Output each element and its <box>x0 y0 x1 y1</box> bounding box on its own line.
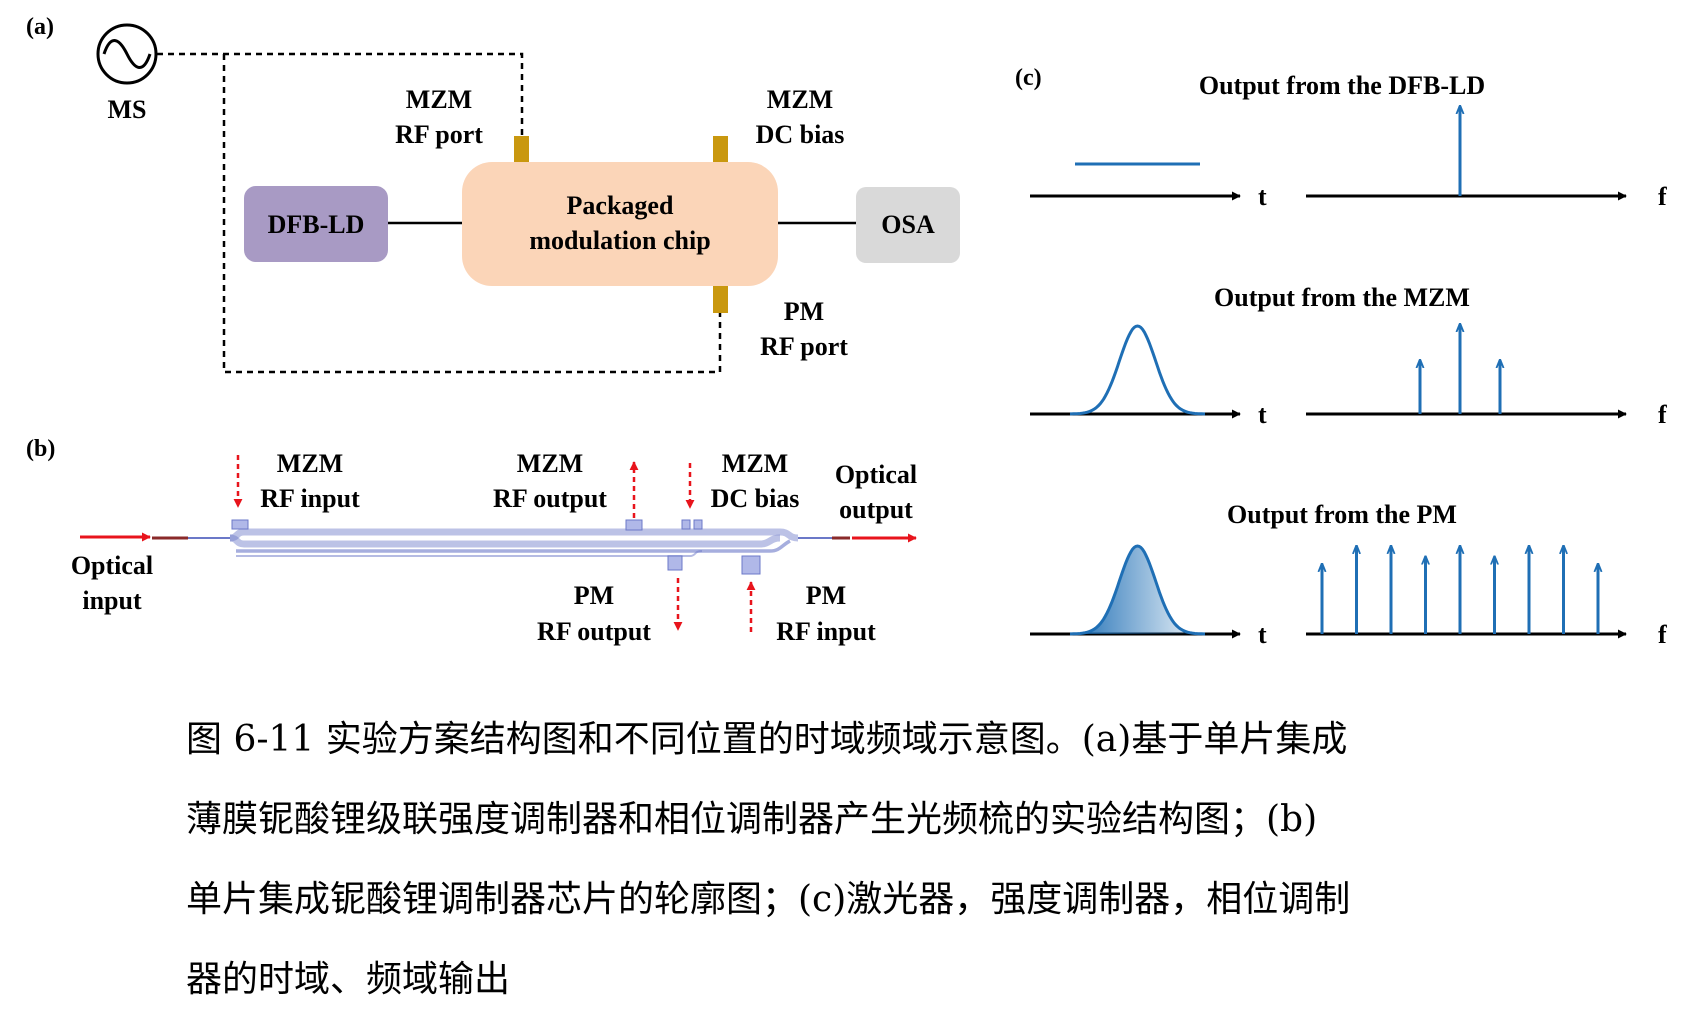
experiment-diagram: (a) MS DFB-LD Packaged modulation chip O… <box>26 14 1667 649</box>
mzm-dc-bias-line2: DC bias <box>756 120 845 149</box>
mzm-rf-input-line2: RF input <box>260 484 360 513</box>
ms-label: MS <box>108 95 147 124</box>
modulation-chip-box <box>462 162 778 286</box>
row-title-1: Output from the DFB-LD <box>1199 71 1485 100</box>
optical-input-line1: Optical <box>71 551 153 580</box>
pm-rf-port-line1: PM <box>784 297 824 326</box>
time-axis-label-3: t <box>1258 620 1267 649</box>
caption-line-1: 图 6-11 实验方案结构图和不同位置的时域频域示意图。(a)基于单片集成 <box>186 719 1348 760</box>
dfb-ld-box <box>244 186 388 262</box>
figure-caption: 图 6-11 实验方案结构图和不同位置的时域频域示意图。(a)基于单片集成 薄膜… <box>186 700 1526 1020</box>
pulse-trace-3 <box>1070 544 1205 636</box>
row-title-2: Output from the MZM <box>1214 283 1470 312</box>
pm-rf-output-line2: RF output <box>537 617 651 646</box>
freq-axis-label-2: f <box>1658 400 1667 429</box>
pulse-fill-3 <box>1070 546 1205 634</box>
panel-b: (b) Optical input Optical output <box>26 436 917 646</box>
mzm-rf-port-line2: RF port <box>395 120 483 149</box>
panel-a: (a) MS DFB-LD Packaged modulation chip O… <box>26 14 960 374</box>
caption-line-4: 器的时域、频域输出 <box>186 959 511 1000</box>
panel-c-label: (c) <box>1015 65 1042 91</box>
ms-source: MS <box>96 23 158 124</box>
freq-axis-label-1: f <box>1658 182 1667 211</box>
mzm-dc-bias-line1: MZM <box>767 85 833 114</box>
rf-cable-dashed <box>157 52 722 374</box>
caption-line-2: 薄膜铌酸锂级联强度调制器和相位调制器产生光频梳的实验结构图；(b) <box>186 799 1318 840</box>
osa-label: OSA <box>881 210 935 239</box>
pm-rf-input-line2: RF input <box>776 617 876 646</box>
pm-rf-input-line1: PM <box>806 581 846 610</box>
optical-input-line2: input <box>82 586 142 615</box>
mzm-rf-pad <box>514 136 529 162</box>
chip-label-line1: Packaged <box>567 191 674 220</box>
sine-wave-icon <box>102 39 152 69</box>
pm-rf-port-line2: RF port <box>760 332 848 361</box>
caption-line-3: 单片集成铌酸锂调制器芯片的轮廓图；(c)激光器，强度调制器，相位调制 <box>186 879 1351 920</box>
time-axis-label-1: t <box>1258 182 1267 211</box>
panel-b-label: (b) <box>26 436 55 462</box>
osa-box <box>856 187 960 263</box>
pulse-trace-2 <box>1070 324 1205 416</box>
dfb-ld-label: DFB-LD <box>268 210 365 239</box>
freq-axis-label-3: f <box>1658 620 1667 649</box>
mzm-dc-bias-b-line1: MZM <box>722 449 788 478</box>
mzm-rf-port-line1: MZM <box>406 85 472 114</box>
row-title-3: Output from the PM <box>1227 500 1457 529</box>
chip-label-line2: modulation chip <box>529 226 710 255</box>
optical-output-line2: output <box>839 495 913 524</box>
panel-c: (c) Output from the DFB-LD t f Output from … <box>1015 65 1667 649</box>
pm-rf-pad <box>713 286 728 313</box>
mzm-rf-output-line1: MZM <box>517 449 583 478</box>
pm-rf-output-line1: PM <box>574 581 614 610</box>
panel-a-label: (a) <box>26 14 54 40</box>
mzm-dc-pad <box>713 136 728 162</box>
mzm-dc-bias-b-line2: DC bias <box>711 484 800 513</box>
time-axis-label-2: t <box>1258 400 1267 429</box>
mzm-rf-input-line1: MZM <box>277 449 343 478</box>
chip-outline <box>152 519 850 575</box>
optical-output-line1: Optical <box>835 460 917 489</box>
mzm-rf-output-line2: RF output <box>493 484 607 513</box>
